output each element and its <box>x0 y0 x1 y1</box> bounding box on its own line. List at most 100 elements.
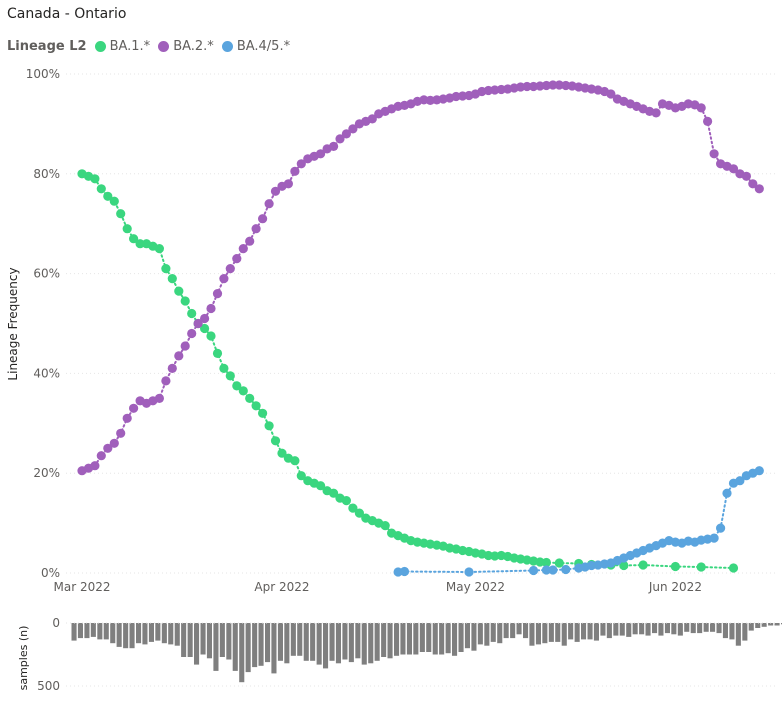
sample-bar[interactable] <box>671 623 677 635</box>
legend-item-ba2[interactable]: BA.2.* <box>158 39 214 54</box>
sample-bar[interactable] <box>103 623 109 640</box>
sample-bar[interactable] <box>245 623 251 673</box>
sample-bar[interactable] <box>271 623 277 674</box>
sample-bar[interactable] <box>619 623 625 636</box>
data-point[interactable] <box>251 224 261 234</box>
sample-bar[interactable] <box>613 623 619 636</box>
data-point[interactable] <box>548 80 558 90</box>
legend-item-ba45[interactable]: BA.4/5.* <box>221 39 290 54</box>
data-point[interactable] <box>703 116 713 126</box>
sample-bar[interactable] <box>600 623 606 636</box>
sample-bar[interactable] <box>722 623 728 639</box>
data-point[interactable] <box>232 381 242 391</box>
sample-bar[interactable] <box>123 623 129 649</box>
data-point[interactable] <box>296 471 306 481</box>
data-point[interactable] <box>548 565 558 575</box>
sample-bar[interactable] <box>639 623 645 635</box>
sample-bar[interactable] <box>458 623 464 652</box>
data-point[interactable] <box>161 376 171 386</box>
sample-bar[interactable] <box>729 623 735 640</box>
sample-bar[interactable] <box>684 623 690 632</box>
sample-bar[interactable] <box>90 623 96 637</box>
sample-bar[interactable] <box>239 623 245 683</box>
sample-bar[interactable] <box>110 623 116 644</box>
data-point[interactable] <box>96 451 106 461</box>
data-point[interactable] <box>399 566 410 577</box>
sample-bar[interactable] <box>277 623 283 661</box>
data-point[interactable] <box>251 401 261 411</box>
data-point[interactable] <box>741 171 752 181</box>
data-point[interactable] <box>696 562 706 572</box>
data-point[interactable] <box>316 481 326 491</box>
data-point[interactable] <box>200 313 210 324</box>
sample-bar[interactable] <box>652 623 658 634</box>
sample-bar[interactable] <box>761 623 767 627</box>
sample-bar[interactable] <box>148 623 154 642</box>
sample-bar[interactable] <box>516 623 522 635</box>
data-point[interactable] <box>200 323 210 334</box>
sample-bar[interactable] <box>735 623 741 646</box>
sample-bar[interactable] <box>484 623 490 646</box>
sample-bar[interactable] <box>690 623 696 634</box>
sample-bar[interactable] <box>658 623 664 636</box>
sample-bar[interactable] <box>632 623 638 635</box>
sample-bar[interactable] <box>413 623 419 655</box>
data-point[interactable] <box>116 209 126 219</box>
data-point[interactable] <box>651 108 661 118</box>
sample-bar[interactable] <box>219 623 225 657</box>
sample-bar[interactable] <box>174 623 180 646</box>
sample-bar[interactable] <box>290 623 296 656</box>
sample-bar[interactable] <box>452 623 458 656</box>
data-point[interactable] <box>335 134 345 144</box>
sample-bar[interactable] <box>232 623 238 671</box>
data-point[interactable] <box>96 184 106 194</box>
data-point[interactable] <box>348 124 358 134</box>
data-point[interactable] <box>348 503 358 513</box>
sample-bar[interactable] <box>664 623 670 634</box>
data-point[interactable] <box>258 408 268 418</box>
data-point[interactable] <box>290 166 300 176</box>
data-point[interactable] <box>354 508 364 518</box>
data-point[interactable] <box>225 264 235 274</box>
data-point[interactable] <box>212 348 223 358</box>
sample-bar[interactable] <box>555 623 561 642</box>
legend-item-ba1[interactable]: BA.1.* <box>94 39 150 54</box>
data-point[interactable] <box>245 393 255 403</box>
data-point[interactable] <box>541 557 552 568</box>
sample-bar[interactable] <box>400 623 406 655</box>
sample-bar[interactable] <box>606 623 612 639</box>
sample-bar[interactable] <box>181 623 187 657</box>
sample-bar[interactable] <box>419 623 425 652</box>
sample-bar[interactable] <box>116 623 122 647</box>
sample-bar[interactable] <box>697 623 703 634</box>
data-point[interactable] <box>728 563 739 573</box>
sample-bar[interactable] <box>374 623 380 661</box>
data-point[interactable] <box>367 114 377 124</box>
sample-bar[interactable] <box>194 623 200 665</box>
sample-bar[interactable] <box>323 623 329 669</box>
data-point[interactable] <box>154 393 164 403</box>
data-point[interactable] <box>606 89 616 99</box>
sample-bar[interactable] <box>77 623 83 639</box>
data-point[interactable] <box>277 448 287 458</box>
sample-bar[interactable] <box>645 623 651 636</box>
sample-bar[interactable] <box>581 623 587 640</box>
sample-bar[interactable] <box>329 623 335 661</box>
sample-bar[interactable] <box>503 623 509 639</box>
sample-bar[interactable] <box>381 623 387 657</box>
data-point[interactable] <box>296 159 306 169</box>
data-point[interactable] <box>619 560 629 571</box>
sample-bar[interactable] <box>677 623 683 636</box>
sample-bar[interactable] <box>587 623 593 640</box>
data-point[interactable] <box>638 560 648 570</box>
sample-bar[interactable] <box>284 623 290 664</box>
sample-bar[interactable] <box>348 623 354 663</box>
sample-bar[interactable] <box>497 623 503 644</box>
sample-bar[interactable] <box>768 623 774 626</box>
data-point[interactable] <box>180 296 190 306</box>
data-point[interactable] <box>238 386 248 396</box>
data-point[interactable] <box>180 341 190 351</box>
sample-bar[interactable] <box>593 623 599 641</box>
sample-bar[interactable] <box>426 623 432 652</box>
data-point[interactable] <box>264 421 274 431</box>
